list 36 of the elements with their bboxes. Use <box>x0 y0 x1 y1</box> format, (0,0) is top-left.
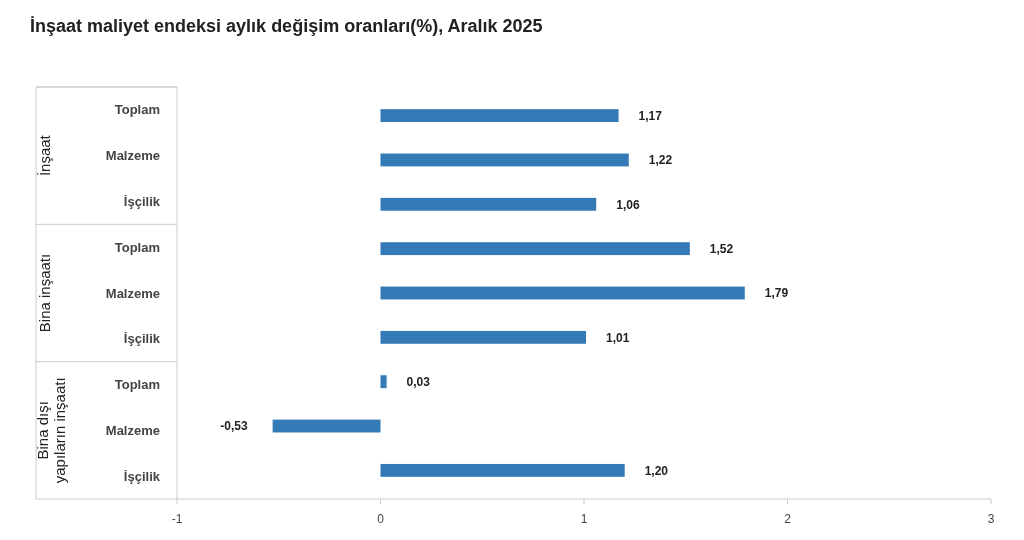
data-label: 0,03 <box>406 374 431 389</box>
y-tick-label: Toplam <box>114 239 160 255</box>
y-tick-label: Toplam <box>114 102 160 118</box>
x-tick-label: 3 <box>987 512 995 526</box>
y-tick-label: İşçilik <box>123 468 161 484</box>
y-tick-label: Malzeme <box>105 422 160 438</box>
y-tick-label: İşçilik <box>123 193 161 209</box>
data-label: 1,17 <box>638 108 663 123</box>
bar <box>380 330 587 344</box>
bar <box>380 242 690 256</box>
x-tick-label: 0 <box>377 512 385 526</box>
data-label: -0,53 <box>220 419 248 434</box>
y-tick-label: Toplam <box>114 377 160 393</box>
x-tick-label: 2 <box>784 512 792 526</box>
y-tick-label: İşçilik <box>123 331 161 347</box>
bar <box>380 463 625 477</box>
bar <box>380 109 619 123</box>
text: Bina dışı yapıların inşaatı <box>34 377 68 484</box>
x-tick-label: -1 <box>171 512 183 526</box>
bar <box>380 153 629 167</box>
bar <box>380 286 745 300</box>
text: İnşaat <box>36 134 53 177</box>
y-tick-label: Malzeme <box>105 148 160 164</box>
data-label: 1,06 <box>616 197 640 212</box>
data-label: 1,22 <box>648 153 673 168</box>
data-label: 1,01 <box>606 330 630 345</box>
chart-title: İnşaat maliyet endeksi aylık değişim oranları(%), Aralık 2025 <box>30 16 543 36</box>
text: Bina inşaatı <box>36 253 53 333</box>
data-label: 1,52 <box>709 241 734 256</box>
data-label: 1,79 <box>764 286 789 301</box>
bar <box>380 375 387 389</box>
bar <box>272 419 381 433</box>
y-tick-label: Malzeme <box>105 285 160 301</box>
data-label: 1,20 <box>644 463 669 478</box>
bar <box>380 197 597 211</box>
x-tick-label: 1 <box>580 512 588 526</box>
